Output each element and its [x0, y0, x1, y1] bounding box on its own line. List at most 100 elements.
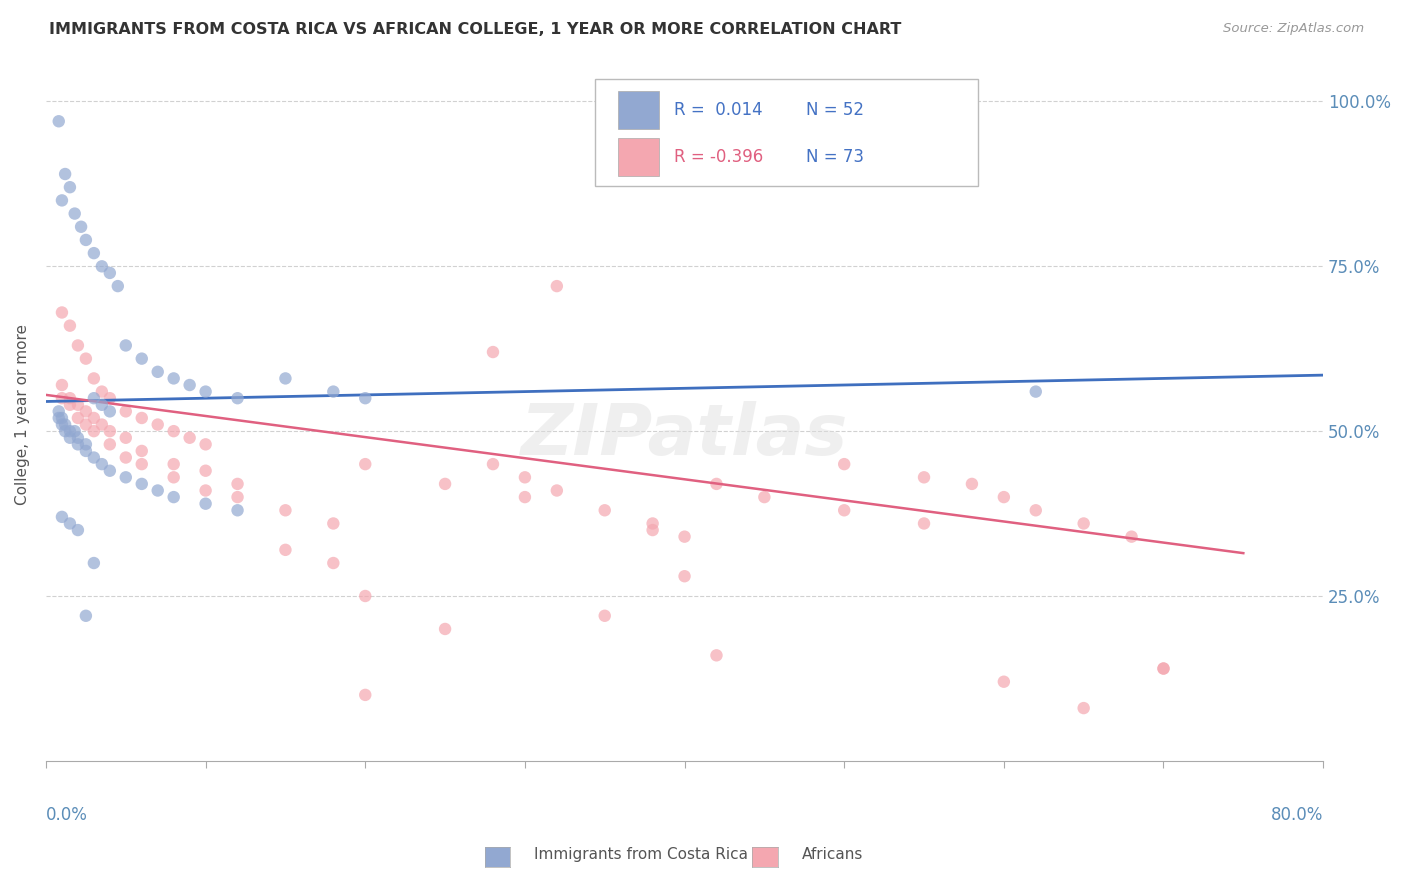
Point [593, 608, 616, 623]
Point [51, 391, 73, 405]
Point [163, 371, 186, 385]
Point [146, 365, 169, 379]
Point [993, 674, 1015, 689]
Point [226, 490, 249, 504]
Point [51, 378, 73, 392]
Point [66, 411, 89, 425]
Point [354, 457, 377, 471]
Text: 80.0%: 80.0% [1271, 805, 1323, 824]
Point [59, 398, 82, 412]
Point [912, 470, 935, 484]
Point [114, 338, 136, 352]
Point [131, 444, 153, 458]
Point [960, 476, 983, 491]
Point [53, 424, 76, 438]
Point [66, 431, 89, 445]
Point [131, 351, 153, 366]
Point [59, 516, 82, 531]
Point [66, 338, 89, 352]
Point [322, 384, 344, 399]
Point [90, 417, 112, 432]
Point [673, 530, 696, 544]
Point [482, 457, 505, 471]
Text: Source: ZipAtlas.com: Source: ZipAtlas.com [1223, 22, 1364, 36]
Point [70, 219, 93, 234]
Point [194, 437, 217, 451]
Text: ZIPatlas: ZIPatlas [520, 401, 848, 470]
Bar [619, 91, 659, 128]
Y-axis label: College, 1 year or more: College, 1 year or more [15, 324, 30, 505]
Point [75, 444, 97, 458]
Point [322, 516, 344, 531]
Point [194, 464, 217, 478]
Point [59, 431, 82, 445]
Point [90, 457, 112, 471]
Point [1153, 661, 1175, 675]
Point [75, 404, 97, 418]
Text: Africans: Africans [801, 847, 863, 862]
Point [194, 483, 217, 498]
Point [107, 279, 129, 293]
Point [354, 688, 377, 702]
Point [194, 497, 217, 511]
Point [59, 391, 82, 405]
Point [131, 476, 153, 491]
Point [274, 371, 297, 385]
Point [546, 483, 568, 498]
Point [1025, 503, 1047, 517]
Text: Immigrants from Costa Rica: Immigrants from Costa Rica [534, 847, 748, 862]
Point [226, 391, 249, 405]
Point [1073, 516, 1095, 531]
Point [482, 345, 505, 359]
Text: IMMIGRANTS FROM COSTA RICA VS AFRICAN COLLEGE, 1 YEAR OR MORE CORRELATION CHART: IMMIGRANTS FROM COSTA RICA VS AFRICAN CO… [49, 22, 901, 37]
Point [83, 424, 105, 438]
Point [83, 411, 105, 425]
Point [59, 318, 82, 333]
Point [83, 556, 105, 570]
Point [83, 246, 105, 260]
Point [90, 384, 112, 399]
Point [131, 411, 153, 425]
Point [1153, 661, 1175, 675]
Point [75, 608, 97, 623]
Point [146, 417, 169, 432]
Text: 0.0%: 0.0% [46, 805, 87, 824]
Point [98, 391, 121, 405]
Point [114, 450, 136, 465]
Point [274, 503, 297, 517]
Point [593, 503, 616, 517]
Point [146, 483, 169, 498]
Point [53, 417, 76, 432]
Point [434, 476, 457, 491]
Point [993, 490, 1015, 504]
Point [354, 391, 377, 405]
Point [63, 206, 86, 220]
Point [322, 556, 344, 570]
Point [513, 490, 536, 504]
Point [53, 167, 76, 181]
Point [83, 371, 105, 385]
Point [163, 470, 186, 484]
Point [51, 194, 73, 208]
Point [66, 523, 89, 537]
Point [832, 457, 855, 471]
Point [832, 503, 855, 517]
Point [98, 437, 121, 451]
Point [75, 417, 97, 432]
Point [163, 424, 186, 438]
Point [114, 431, 136, 445]
Point [83, 450, 105, 465]
FancyBboxPatch shape [595, 78, 979, 186]
Point [163, 490, 186, 504]
Point [1121, 530, 1143, 544]
Point [163, 457, 186, 471]
Point [98, 404, 121, 418]
Point [66, 398, 89, 412]
Point [75, 351, 97, 366]
Point [75, 233, 97, 247]
Point [434, 622, 457, 636]
Point [98, 464, 121, 478]
Point [48, 411, 70, 425]
Point [51, 417, 73, 432]
Point [354, 589, 377, 603]
